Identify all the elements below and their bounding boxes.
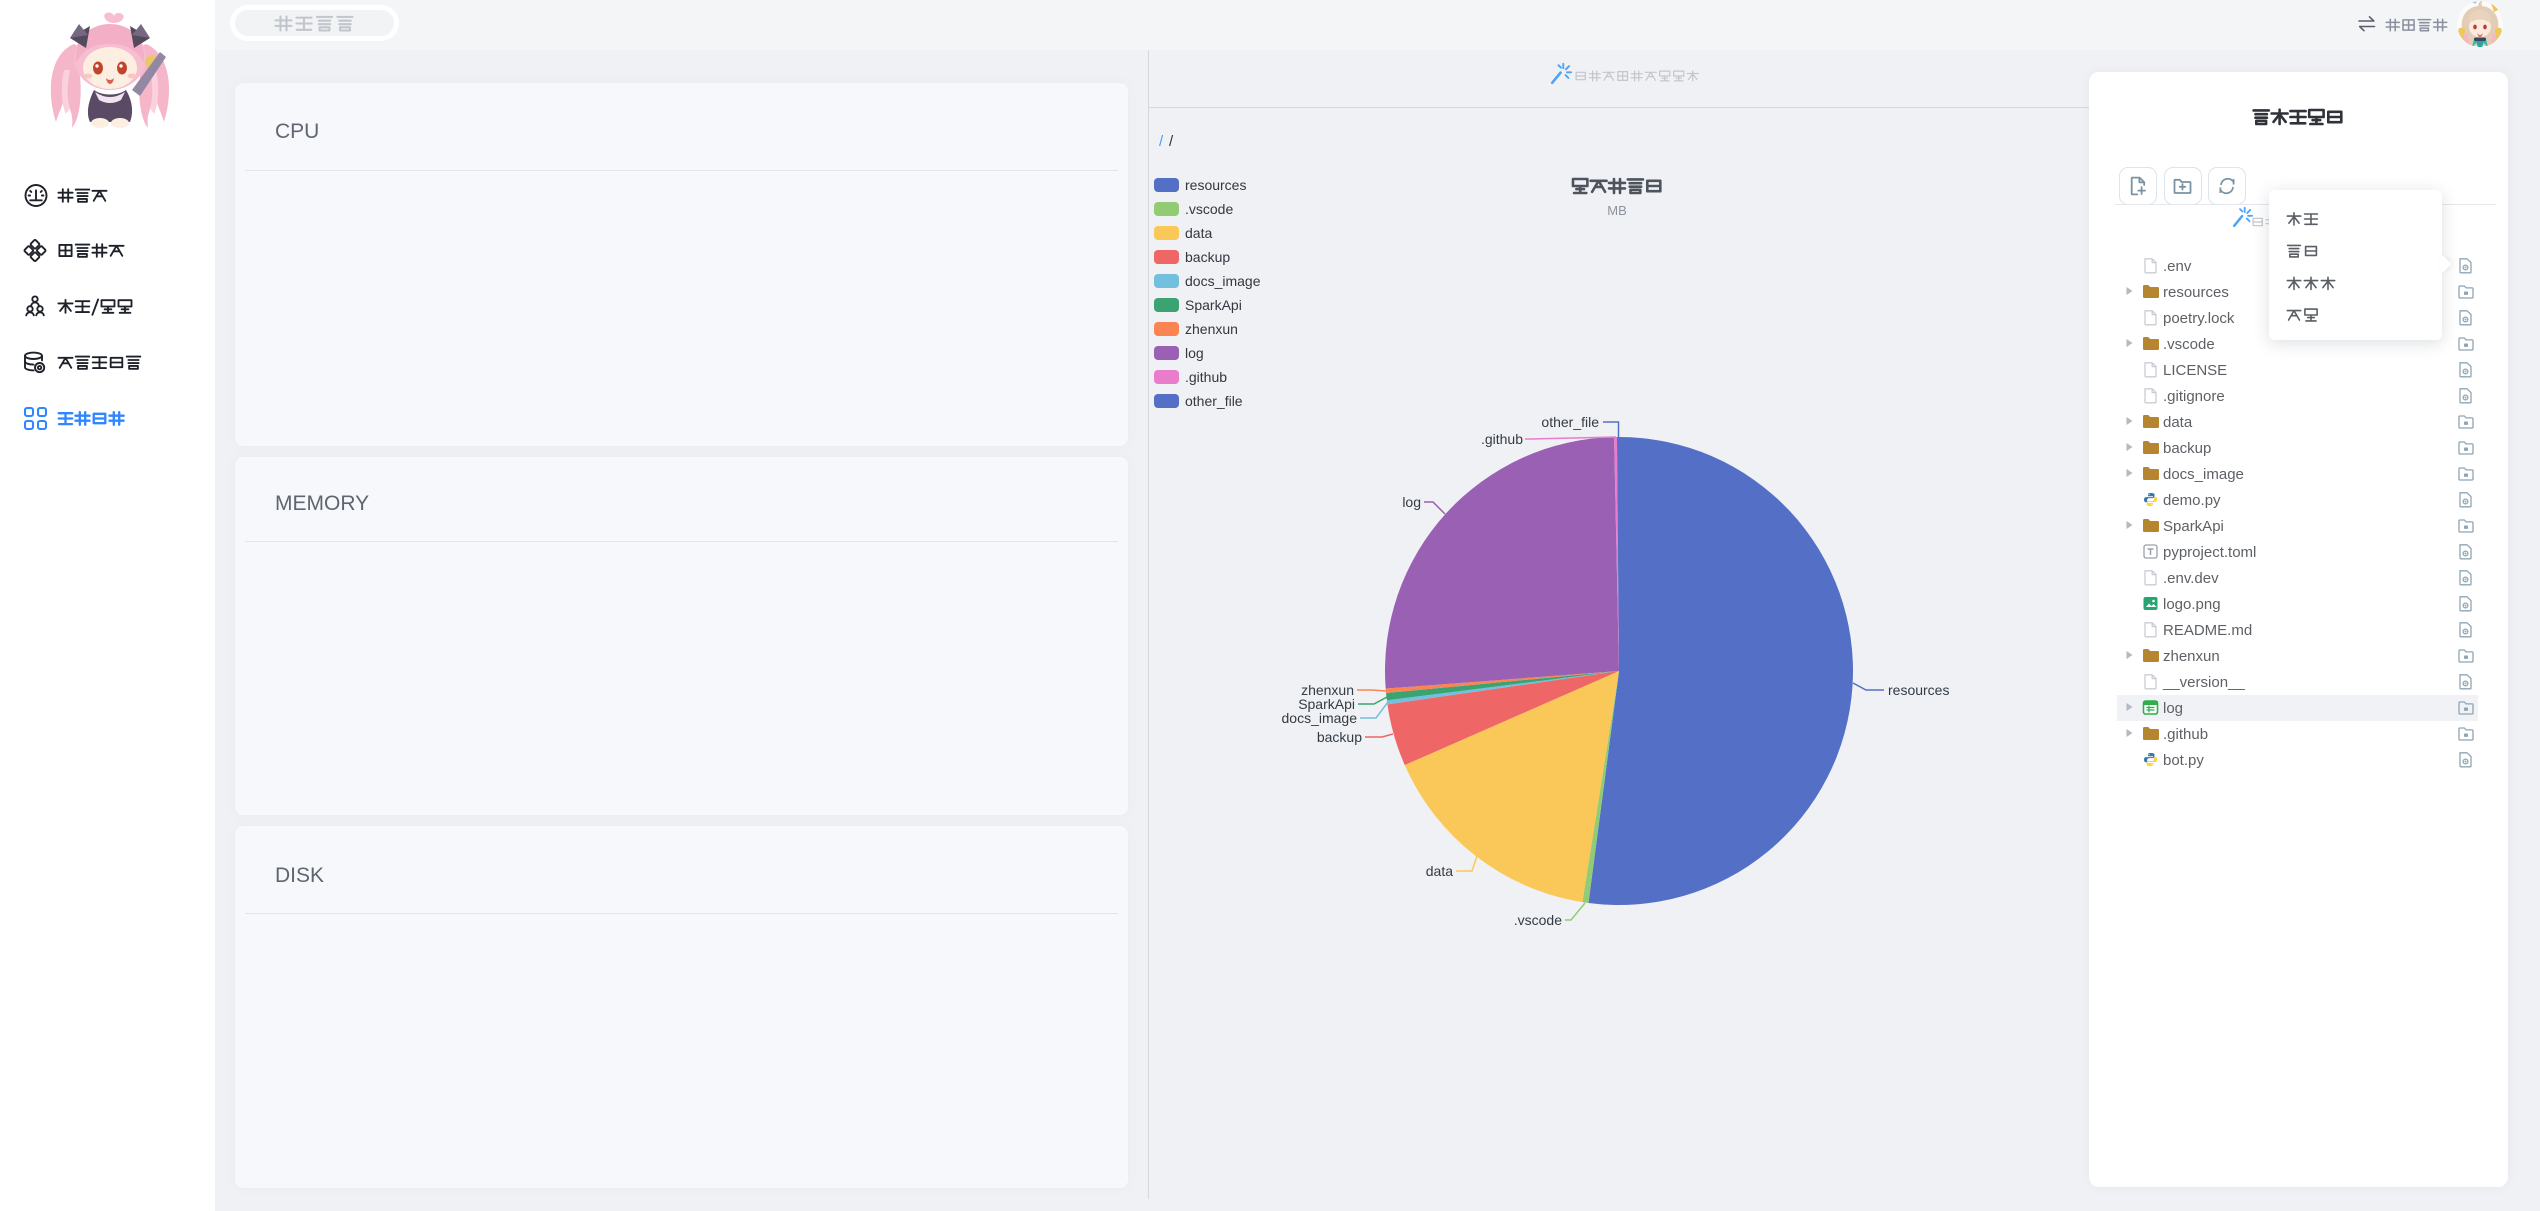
svg-text:.env.dev: .env.dev [2163,570,2219,587]
svg-text:zhenxun: zhenxun [2163,648,2220,665]
svg-text:other_file: other_file [1185,393,1243,409]
svg-text:zhenxun: zhenxun [1185,321,1238,337]
svg-text:other_file: other_file [1541,414,1599,430]
svg-text:data: data [1185,225,1212,241]
svg-text:.github: .github [1481,431,1523,447]
svg-text:/: / [1169,133,1174,150]
svg-text:SparkApi: SparkApi [1298,696,1355,712]
svg-text:README.md: README.md [2163,622,2252,639]
svg-text:resources: resources [1185,177,1246,193]
svg-text:resources: resources [2163,284,2229,301]
svg-text:docs_image: docs_image [1282,710,1358,726]
svg-text:zhenxun: zhenxun [1301,682,1354,698]
svg-text:backup: backup [2163,440,2211,457]
svg-text:poetry.lock: poetry.lock [2163,310,2235,327]
svg-text:docs_image: docs_image [1185,273,1261,289]
svg-text:pyproject.toml: pyproject.toml [2163,544,2256,561]
svg-text:demo.py: demo.py [2163,492,2221,509]
svg-text:.github: .github [2163,726,2208,743]
svg-text:SparkApi: SparkApi [1185,297,1242,313]
svg-text:log: log [1185,345,1204,361]
svg-text:/: / [1159,133,1164,150]
svg-text:.vscode: .vscode [1514,912,1562,928]
svg-text:bot.py: bot.py [2163,752,2204,769]
svg-text:docs_image: docs_image [2163,466,2244,483]
svg-text:.env: .env [2163,258,2192,275]
svg-text:.github: .github [1185,369,1227,385]
svg-text:SparkApi: SparkApi [2163,518,2224,535]
svg-text:backup: backup [1185,249,1230,265]
svg-text:MB: MB [1607,203,1627,218]
svg-text:.vscode: .vscode [2163,336,2215,353]
svg-text:resources: resources [1888,682,1949,698]
svg-text:__version__: __version__ [2162,674,2245,691]
svg-text:LICENSE: LICENSE [2163,362,2227,379]
svg-text:log: log [2163,700,2183,717]
svg-text:data: data [2163,414,2193,431]
svg-text:.gitignore: .gitignore [2163,388,2225,405]
svg-text:log: log [1402,494,1421,510]
svg-text:.vscode: .vscode [1185,201,1233,217]
svg-text:backup: backup [1317,729,1362,745]
svg-text:logo.png: logo.png [2163,596,2221,613]
svg-text:data: data [1426,863,1453,879]
